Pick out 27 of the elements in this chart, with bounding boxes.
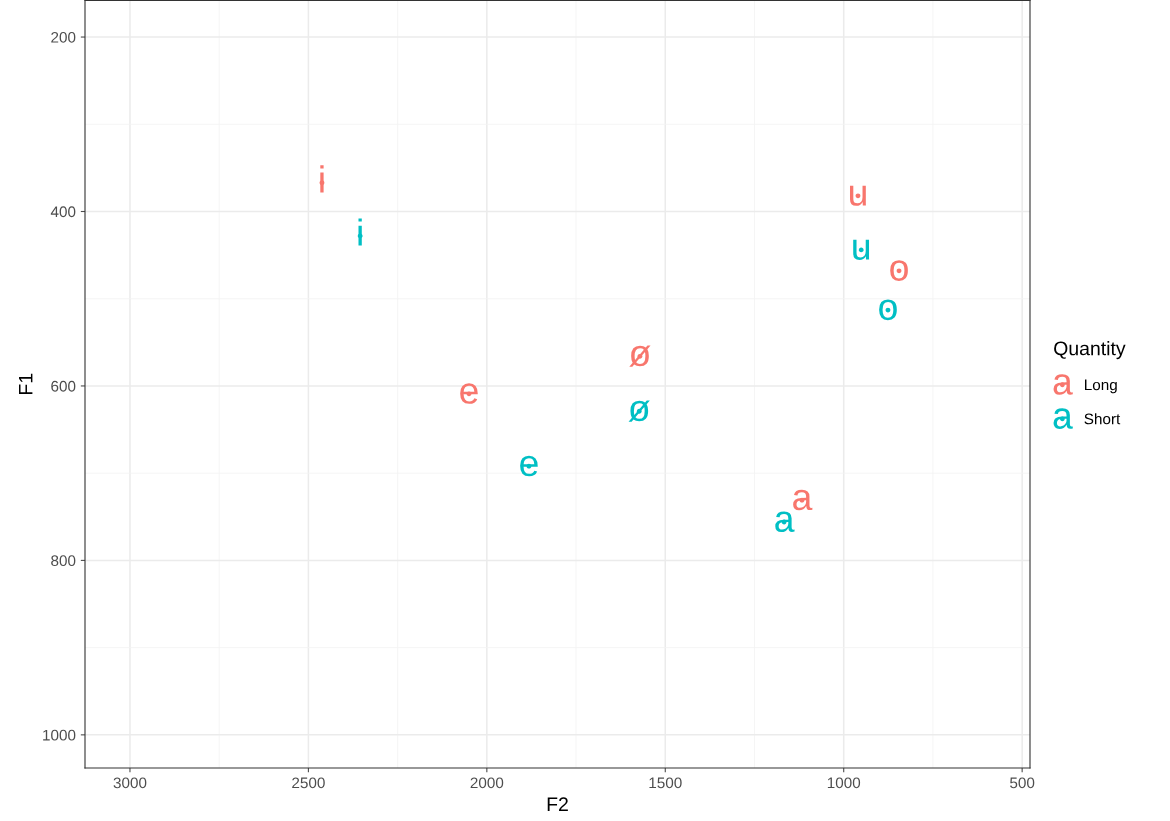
x-tick-label: 1000 <box>827 777 861 789</box>
data-label: o <box>879 299 897 321</box>
data-label: e <box>460 383 478 404</box>
y-tick-label: 800 <box>51 555 76 567</box>
y-tick-label: 200 <box>51 31 76 43</box>
y-tick-label: 1000 <box>43 729 76 741</box>
y-axis-title: F1 <box>19 373 33 394</box>
text: a <box>1053 374 1073 395</box>
x-tick-label: 3000 <box>113 777 147 789</box>
legend-title: Quantity <box>1054 341 1126 360</box>
legend-label: Short <box>1084 413 1121 425</box>
data-label: u <box>853 239 870 260</box>
data-label: a <box>793 489 813 511</box>
legend-label: Long <box>1085 379 1117 394</box>
data-label: u <box>850 185 866 206</box>
x-tick-label: 2500 <box>292 777 325 789</box>
x-axis-title: F2 <box>547 797 568 811</box>
data-label: ø <box>629 345 651 367</box>
y-tick-label: 400 <box>50 206 76 218</box>
x-tick-label: 1500 <box>649 777 682 789</box>
data-label: ø <box>628 400 650 422</box>
x-tick-label: 500 <box>1010 777 1035 789</box>
data-label: o <box>890 260 908 281</box>
x-tick-label: 2000 <box>470 777 504 789</box>
y-tick-label: 600 <box>51 380 76 392</box>
text: a <box>1053 408 1073 429</box>
data-label: a <box>775 511 795 533</box>
